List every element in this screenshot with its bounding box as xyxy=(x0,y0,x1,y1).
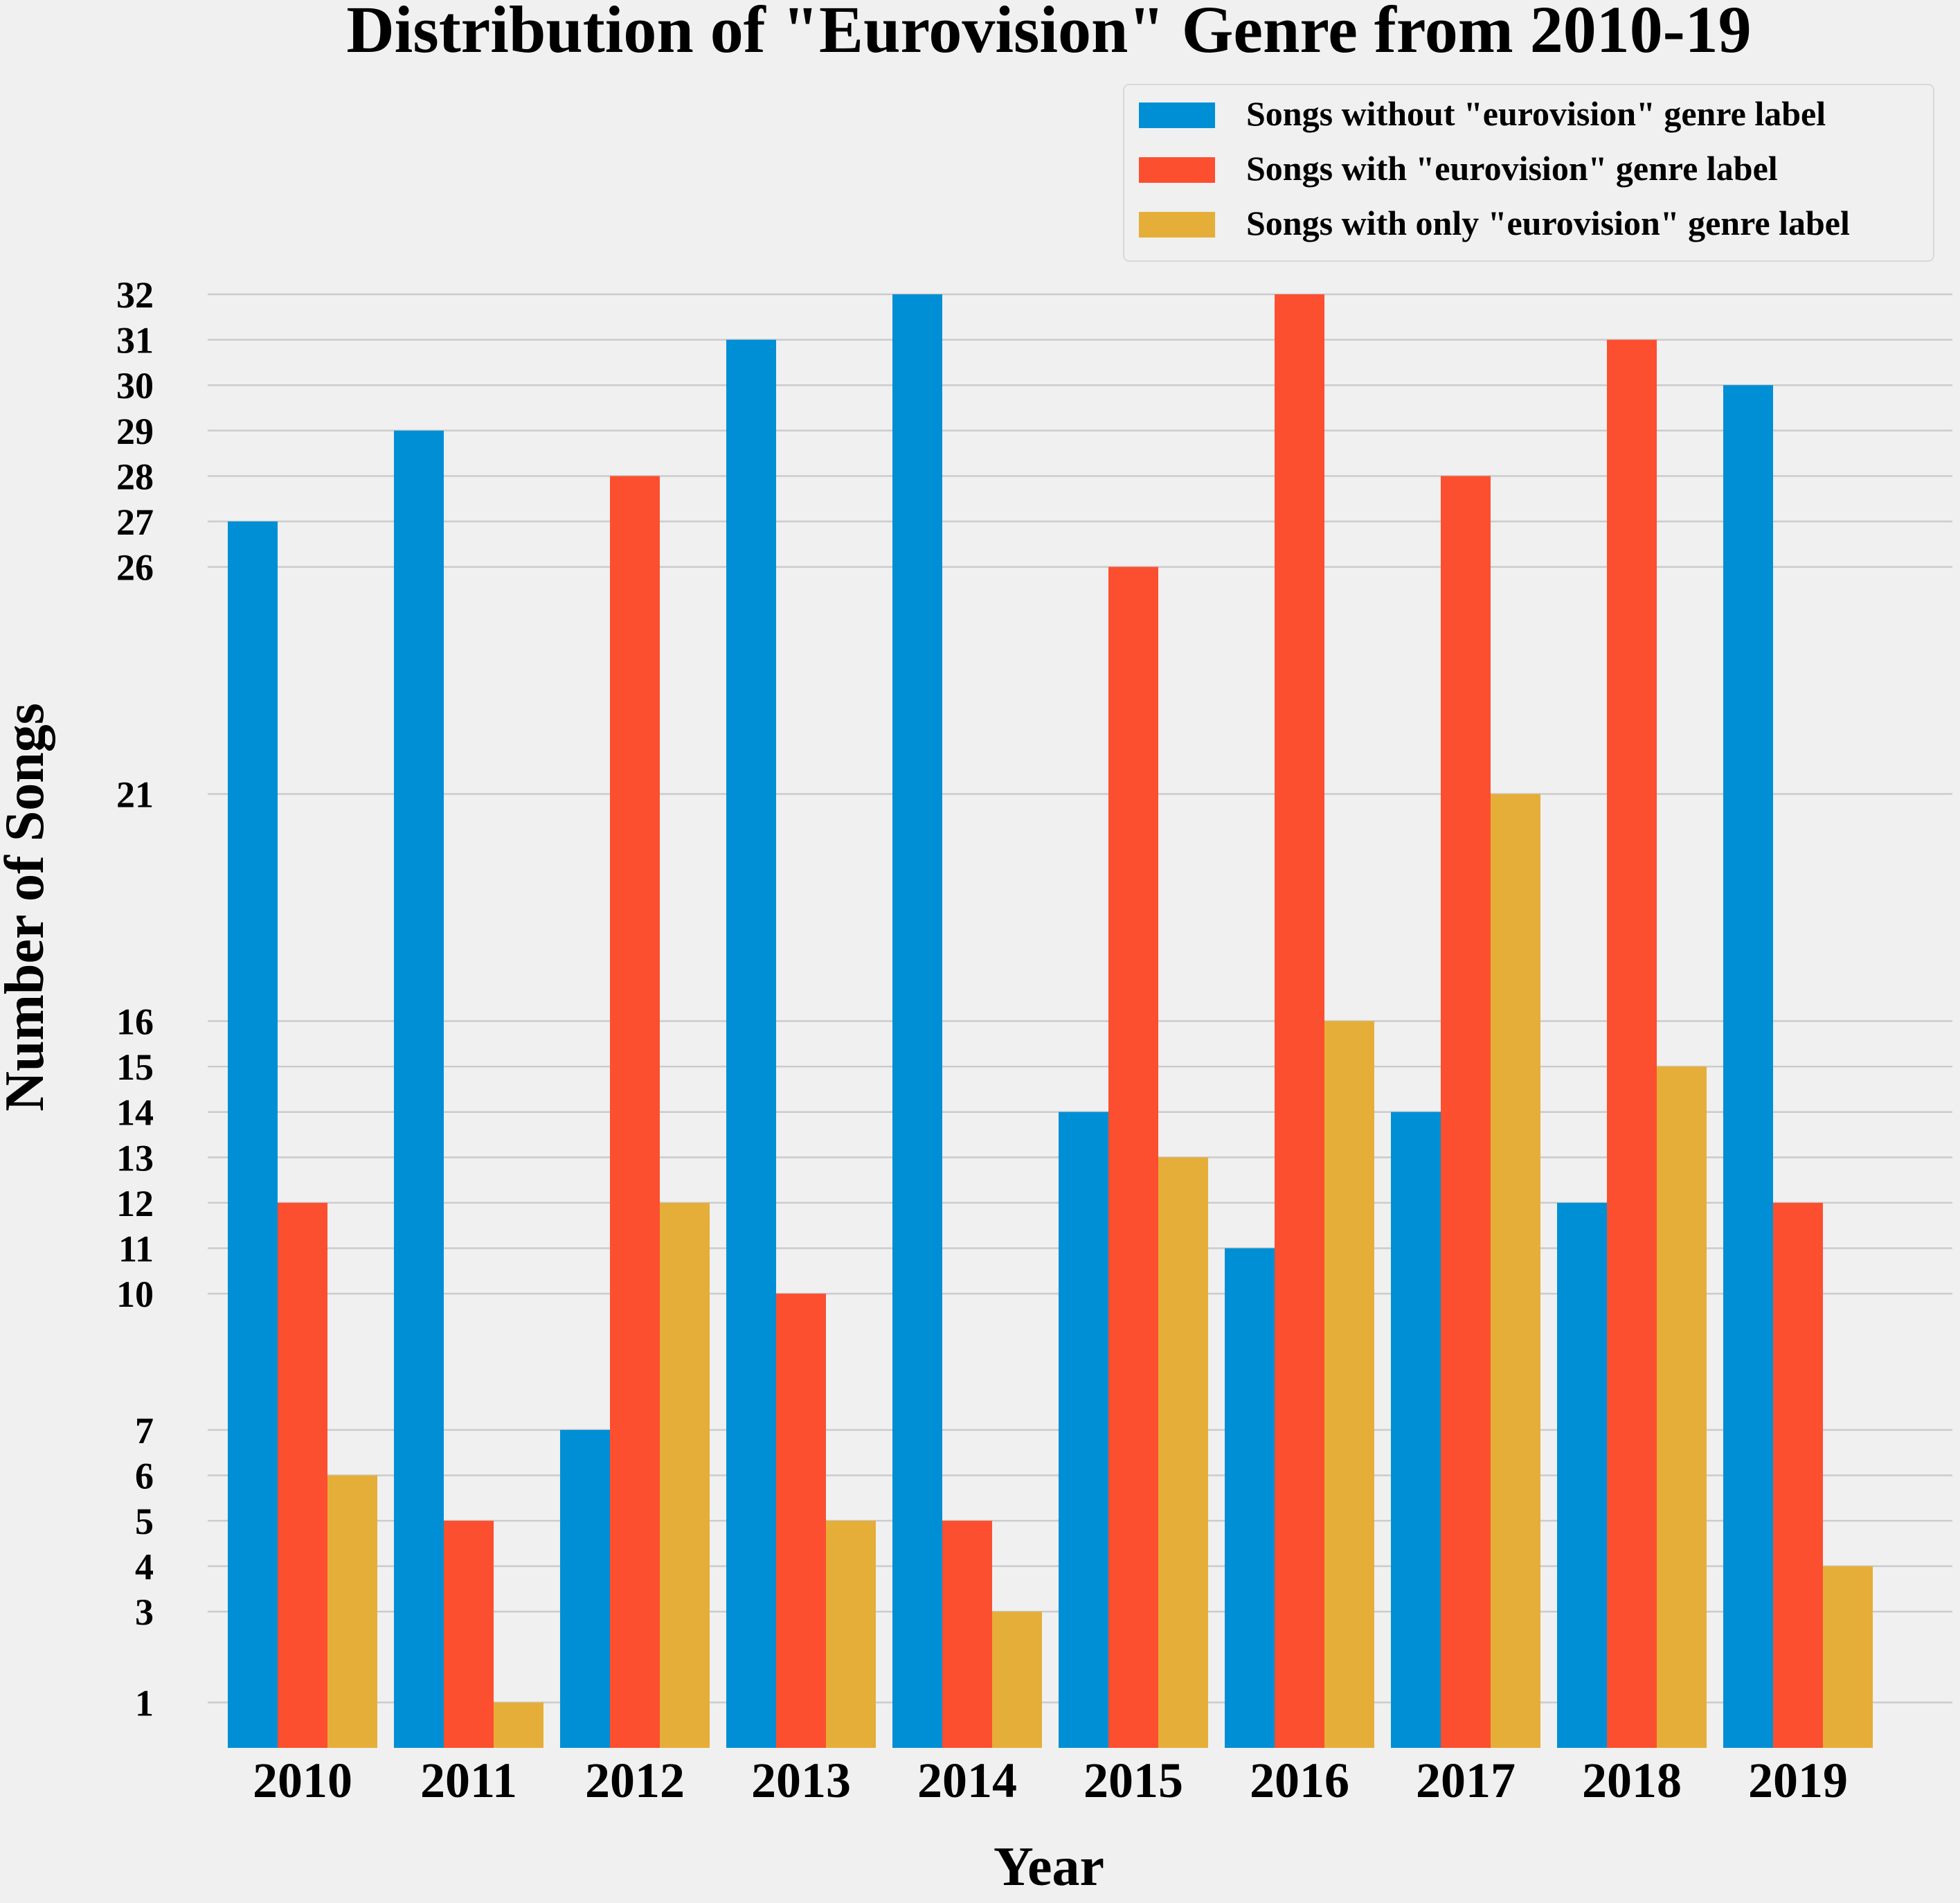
legend-swatch xyxy=(1139,102,1215,128)
bar xyxy=(1275,294,1324,1748)
bar xyxy=(610,476,660,1748)
x-tick-label: 2019 xyxy=(1748,1753,1848,1808)
y-tick-label: 3 xyxy=(135,1591,154,1633)
bar xyxy=(1391,1111,1441,1748)
bar xyxy=(726,339,776,1748)
y-tick-label: 28 xyxy=(116,456,154,497)
bar xyxy=(1823,1566,1873,1748)
bar xyxy=(1607,339,1657,1748)
y-tick-label: 15 xyxy=(116,1046,154,1088)
y-tick-label: 7 xyxy=(135,1410,154,1451)
x-axis-label: Year xyxy=(994,1837,1104,1897)
y-tick-label: 11 xyxy=(118,1228,154,1269)
y-tick-label: 16 xyxy=(116,1001,154,1043)
y-tick-label: 29 xyxy=(116,411,154,452)
y-tick-label: 27 xyxy=(116,501,154,543)
bar xyxy=(1324,1021,1374,1748)
bar xyxy=(560,1429,610,1748)
y-tick-label: 12 xyxy=(116,1183,154,1224)
bar xyxy=(278,1202,327,1748)
x-tick-label: 2017 xyxy=(1416,1753,1516,1808)
y-tick-label: 5 xyxy=(135,1501,154,1542)
legend: Songs without "eurovision" genre label So… xyxy=(1123,84,1934,262)
bar xyxy=(1773,1202,1823,1748)
y-tick-label: 13 xyxy=(116,1137,154,1179)
x-tick-label: 2018 xyxy=(1582,1753,1682,1808)
legend-label: Songs without "eurovision" genre label xyxy=(1246,94,1826,133)
x-tick-labels: 2010 2011 2012 2013 2014 2015 2016 2017 2018 2019 xyxy=(253,1753,1848,1808)
bars xyxy=(228,294,1873,1748)
bar xyxy=(1723,385,1773,1748)
legend-label: Songs with "eurovision" genre label xyxy=(1246,149,1778,188)
x-tick-label: 2010 xyxy=(253,1753,352,1808)
bar xyxy=(1158,1157,1208,1748)
bar xyxy=(1108,566,1158,1748)
bar xyxy=(1557,1202,1607,1748)
x-tick-label: 2016 xyxy=(1250,1753,1349,1808)
legend-swatch xyxy=(1139,212,1215,238)
y-tick-label: 31 xyxy=(116,320,154,361)
bar xyxy=(394,430,444,1748)
bar xyxy=(776,1294,826,1748)
x-tick-label: 2012 xyxy=(585,1753,685,1808)
bar xyxy=(444,1521,494,1748)
bar xyxy=(892,294,942,1748)
x-tick-label: 2011 xyxy=(420,1753,517,1808)
legend-frame xyxy=(1123,84,1934,262)
y-axis-label: Number of Songs xyxy=(0,703,55,1111)
y-tick-label: 21 xyxy=(116,774,154,816)
legend-swatch xyxy=(1139,157,1215,183)
y-tick-label: 26 xyxy=(116,547,154,589)
bar xyxy=(992,1611,1042,1748)
y-tick-label: 30 xyxy=(116,365,154,406)
bar xyxy=(942,1521,992,1748)
bar xyxy=(1059,1111,1108,1748)
bar xyxy=(826,1521,876,1748)
x-tick-label: 2013 xyxy=(751,1753,851,1808)
bar xyxy=(327,1475,377,1748)
bar xyxy=(494,1702,543,1748)
y-tick-label: 4 xyxy=(135,1546,154,1588)
x-tick-label: 2015 xyxy=(1084,1753,1183,1808)
y-tick-label: 14 xyxy=(116,1092,154,1134)
y-tick-label: 6 xyxy=(135,1455,154,1497)
bar xyxy=(1225,1248,1275,1748)
chart-title: Distribution of "Eurovision" Genre from … xyxy=(346,0,1751,66)
bar xyxy=(228,521,278,1748)
y-tick-label: 1 xyxy=(135,1682,154,1724)
x-tick-label: 2014 xyxy=(917,1753,1017,1808)
y-tick-label: 32 xyxy=(116,274,154,316)
bar xyxy=(660,1202,710,1748)
y-tick-label: 10 xyxy=(116,1274,154,1315)
bar xyxy=(1657,1066,1707,1748)
legend-label: Songs with only "eurovision" genre label xyxy=(1246,204,1850,242)
bar xyxy=(1441,476,1491,1748)
bar xyxy=(1491,794,1540,1748)
